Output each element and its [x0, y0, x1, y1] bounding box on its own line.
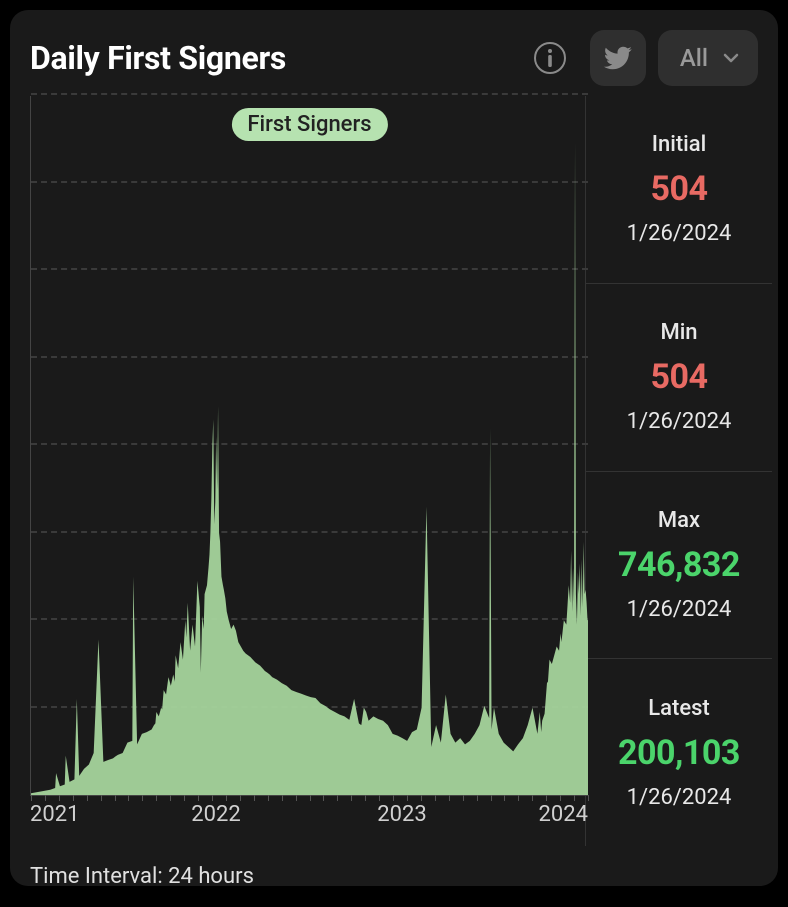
x-minor-tick [379, 795, 380, 801]
x-minor-tick [504, 795, 505, 801]
area-chart [31, 96, 588, 795]
stat-date: 1/26/2024 [627, 409, 732, 434]
twitter-icon [603, 43, 633, 73]
x-minor-tick [254, 795, 255, 801]
card-title: Daily First Signers [30, 39, 286, 77]
range-dropdown[interactable]: All [658, 30, 758, 86]
x-minor-tick [170, 795, 171, 801]
stat-date: 1/26/2024 [627, 221, 732, 246]
x-minor-tick [518, 795, 519, 801]
range-dropdown-label: All [680, 44, 708, 72]
stat-date: 1/26/2024 [627, 597, 732, 622]
x-minor-tick [31, 795, 32, 801]
x-minor-tick [435, 795, 436, 801]
x-minor-tick [115, 795, 116, 801]
card-content: First Signers 2021 2022 2023 2024 Initial 5… [10, 96, 778, 846]
grid-line [31, 93, 588, 95]
x-tick-label: 2022 [191, 802, 240, 827]
x-minor-tick [101, 795, 102, 801]
stat-label: Min [660, 320, 697, 345]
chart-wrap: First Signers 2021 2022 2023 2024 [10, 96, 585, 846]
time-interval-label: Time Interval: 24 hours [10, 846, 778, 907]
stat-date: 1/26/2024 [627, 785, 732, 810]
x-minor-tick [463, 795, 464, 801]
x-tick-label: 2021 [30, 802, 79, 827]
stat-label: Latest [648, 696, 710, 721]
stat-value: 504 [650, 169, 707, 209]
header-actions: All [522, 30, 758, 86]
x-minor-tick [226, 795, 227, 801]
stat-label: Initial [652, 132, 706, 157]
x-minor-tick [128, 795, 129, 801]
stat-label: Max [658, 508, 700, 533]
x-minor-tick [212, 795, 213, 801]
stat-latest: Latest 200,103 1/26/2024 [586, 659, 772, 846]
x-minor-tick [296, 795, 297, 801]
area-series [31, 142, 588, 795]
stats-sidebar: Initial 504 1/26/2024 Min 504 1/26/2024 … [585, 96, 772, 846]
chevron-down-icon [722, 49, 740, 67]
card-header: Daily First Signers All [10, 10, 778, 96]
x-minor-tick [156, 795, 157, 801]
x-minor-tick [198, 795, 199, 801]
x-minor-tick [560, 795, 561, 801]
x-minor-tick [87, 795, 88, 801]
x-minor-tick [477, 795, 478, 801]
stat-value: 504 [650, 357, 707, 397]
x-minor-tick [337, 795, 338, 801]
x-minor-tick [73, 795, 74, 801]
x-minor-tick [421, 795, 422, 801]
stat-min: Min 504 1/26/2024 [586, 284, 772, 472]
x-minor-tick [351, 795, 352, 801]
x-minor-tick [282, 795, 283, 801]
x-minor-tick [365, 795, 366, 801]
stat-value: 746,832 [618, 545, 740, 585]
x-minor-tick [491, 795, 492, 801]
x-tick-label: 2024 [539, 802, 588, 827]
info-icon [533, 41, 567, 75]
chart-card: Daily First Signers All [10, 10, 778, 886]
x-minor-tick [532, 795, 533, 801]
twitter-button[interactable] [590, 30, 646, 86]
stat-initial: Initial 504 1/26/2024 [586, 96, 772, 284]
x-minor-tick [142, 795, 143, 801]
x-minor-tick [588, 795, 589, 801]
x-axis-ticks: 2021 2022 2023 2024 [30, 802, 588, 832]
x-minor-tick [240, 795, 241, 801]
x-tick-label: 2023 [377, 802, 426, 827]
x-minor-tick [449, 795, 450, 801]
x-minor-tick [393, 795, 394, 801]
x-minor-tick [546, 795, 547, 801]
stat-max: Max 746,832 1/26/2024 [586, 472, 772, 660]
stat-value: 200,103 [618, 733, 740, 773]
x-minor-tick [268, 795, 269, 801]
info-button[interactable] [522, 30, 578, 86]
chart-area[interactable]: First Signers [30, 96, 588, 796]
x-minor-tick [310, 795, 311, 801]
x-minor-tick [59, 795, 60, 801]
x-minor-tick [323, 795, 324, 801]
x-minor-tick [184, 795, 185, 801]
x-minor-tick [574, 795, 575, 801]
x-minor-tick [45, 795, 46, 801]
x-minor-tick [407, 795, 408, 801]
